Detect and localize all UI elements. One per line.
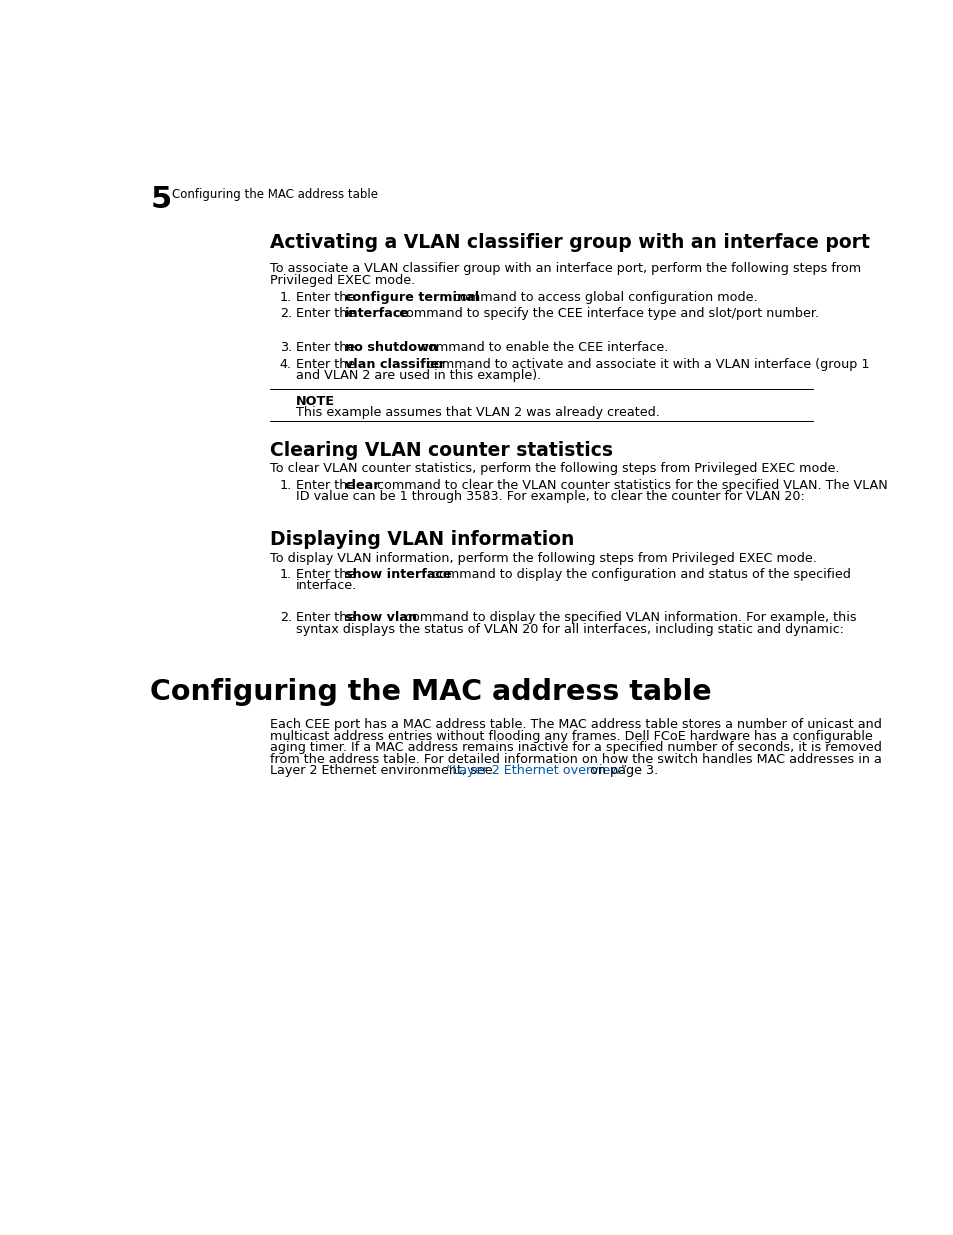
Text: 3.: 3.: [279, 341, 292, 354]
Text: interface: interface: [345, 306, 410, 320]
Text: Each CEE port has a MAC address table. The MAC address table stores a number of : Each CEE port has a MAC address table. T…: [270, 718, 882, 731]
Text: multicast address entries without flooding any frames. Dell FCoE hardware has a : multicast address entries without floodi…: [270, 730, 872, 742]
Text: This example assumes that VLAN 2 was already created.: This example assumes that VLAN 2 was alr…: [295, 406, 659, 419]
Text: NOTE: NOTE: [295, 395, 335, 408]
Text: Enter the: Enter the: [295, 611, 359, 624]
Text: Activating a VLAN classifier group with an interface port: Activating a VLAN classifier group with …: [270, 233, 869, 252]
Text: Configuring the MAC address table: Configuring the MAC address table: [150, 678, 711, 706]
Text: To associate a VLAN classifier group with an interface port, perform the followi: To associate a VLAN classifier group wit…: [270, 262, 861, 275]
Text: syntax displays the status of VLAN 20 for all interfaces, including static and d: syntax displays the status of VLAN 20 fo…: [295, 622, 843, 636]
Text: vlan classifier: vlan classifier: [345, 358, 445, 370]
Text: ID value can be 1 through 3583. For example, to clear the counter for VLAN 20:: ID value can be 1 through 3583. For exam…: [295, 490, 804, 503]
Text: clear: clear: [345, 478, 380, 492]
Text: no shutdown: no shutdown: [345, 341, 437, 354]
Text: 2.: 2.: [279, 611, 292, 624]
Text: Clearing VLAN counter statistics: Clearing VLAN counter statistics: [270, 441, 613, 459]
Text: command to activate and associate it with a VLAN interface (group 1: command to activate and associate it wit…: [422, 358, 868, 370]
Text: show interface: show interface: [345, 568, 451, 580]
Text: 5: 5: [150, 185, 172, 214]
Text: Layer 2 Ethernet environment, see: Layer 2 Ethernet environment, see: [270, 764, 497, 777]
Text: command to clear the VLAN counter statistics for the specified VLAN. The VLAN: command to clear the VLAN counter statis…: [373, 478, 886, 492]
Text: 1.: 1.: [279, 568, 292, 580]
Text: Enter the: Enter the: [295, 358, 359, 370]
Text: 2.: 2.: [279, 306, 292, 320]
Text: command to specify the CEE interface type and slot/port number.: command to specify the CEE interface typ…: [395, 306, 819, 320]
Text: Enter the: Enter the: [295, 478, 359, 492]
Text: Displaying VLAN information: Displaying VLAN information: [270, 530, 574, 550]
Text: 1.: 1.: [279, 478, 292, 492]
Text: command to display the configuration and status of the specified: command to display the configuration and…: [427, 568, 849, 580]
Text: Enter the: Enter the: [295, 341, 359, 354]
Text: “Layer 2 Ethernet overview”: “Layer 2 Ethernet overview”: [446, 764, 627, 777]
Text: show vlan: show vlan: [345, 611, 416, 624]
Text: Enter the: Enter the: [295, 306, 359, 320]
Text: command to access global configuration mode.: command to access global configuration m…: [449, 290, 757, 304]
Text: interface.: interface.: [295, 579, 356, 593]
Text: 4.: 4.: [279, 358, 292, 370]
Text: command to display the specified VLAN information. For example, this: command to display the specified VLAN in…: [400, 611, 856, 624]
Text: on page 3.: on page 3.: [586, 764, 658, 777]
Text: To display VLAN information, perform the following steps from Privileged EXEC mo: To display VLAN information, perform the…: [270, 552, 817, 564]
Text: and VLAN 2 are used in this example).: and VLAN 2 are used in this example).: [295, 369, 540, 382]
Text: To clear VLAN counter statistics, perform the following steps from Privileged EX: To clear VLAN counter statistics, perfor…: [270, 462, 839, 475]
Text: 1.: 1.: [279, 290, 292, 304]
Text: Enter the: Enter the: [295, 290, 359, 304]
Text: aging timer. If a MAC address remains inactive for a specified number of seconds: aging timer. If a MAC address remains in…: [270, 741, 882, 755]
Text: configure terminal: configure terminal: [345, 290, 478, 304]
Text: from the address table. For detailed information on how the switch handles MAC a: from the address table. For detailed inf…: [270, 752, 882, 766]
Text: Configuring the MAC address table: Configuring the MAC address table: [172, 188, 377, 201]
Text: Enter the: Enter the: [295, 568, 359, 580]
Text: Privileged EXEC mode.: Privileged EXEC mode.: [270, 274, 416, 287]
Text: command to enable the CEE interface.: command to enable the CEE interface.: [416, 341, 668, 354]
